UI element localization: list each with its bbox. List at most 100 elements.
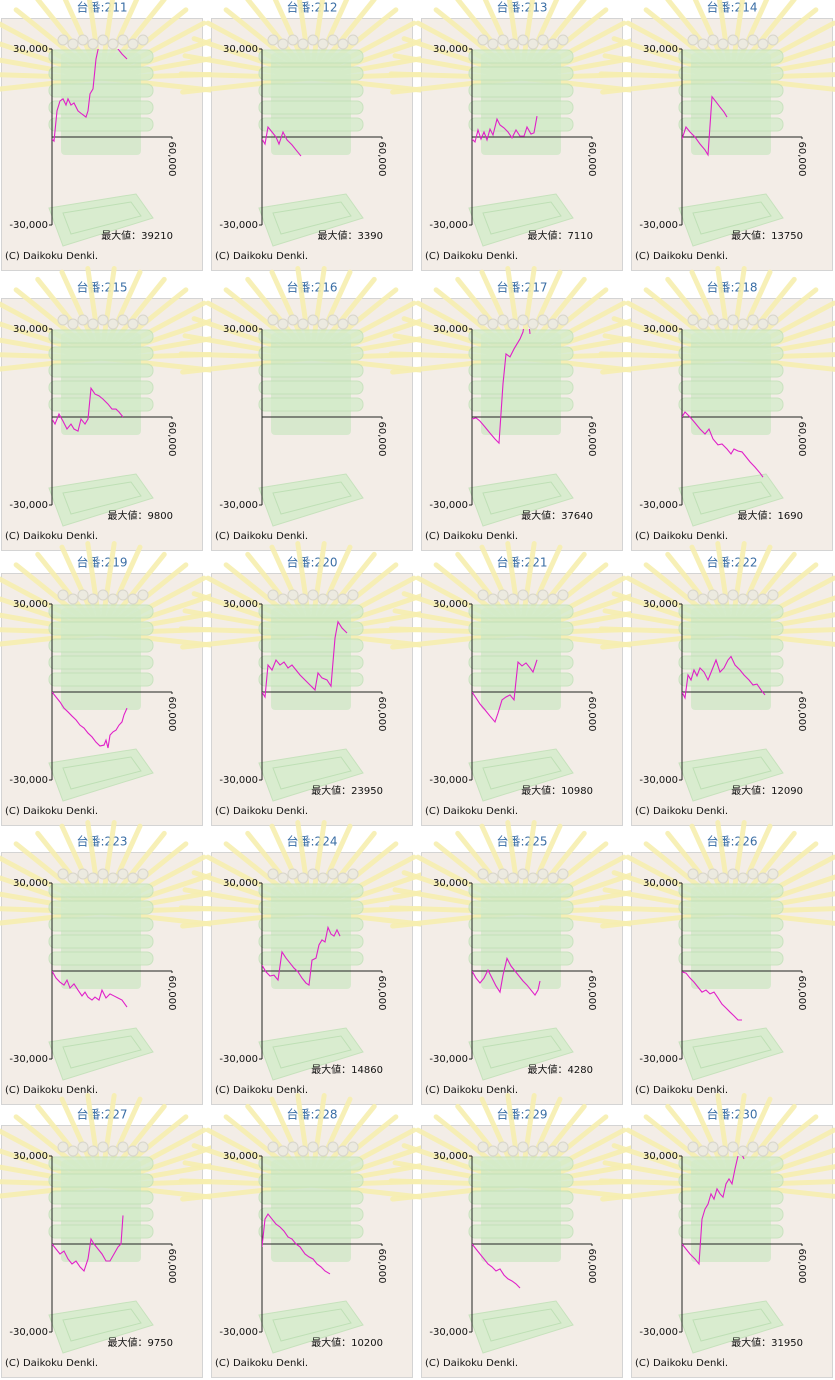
bead: [297, 318, 309, 330]
machine-shelf: [678, 83, 784, 98]
machine-shelf: [48, 655, 154, 670]
machine-shelf: [48, 397, 154, 412]
machine-shelf: [48, 1156, 154, 1171]
machine-shelf: [48, 83, 154, 98]
machine-shelf: [678, 346, 784, 361]
machine-tray-inner: [482, 481, 562, 515]
bead: [87, 1145, 99, 1157]
background-art: [388, 540, 654, 802]
bead: [117, 589, 129, 601]
copyright: (C) Daikoku Denki.: [215, 251, 308, 262]
x-tick-label: 60,000: [376, 142, 387, 177]
background-art: [0, 265, 234, 527]
bead: [57, 868, 69, 880]
bead: [497, 314, 509, 326]
machine-shelf: [48, 1190, 154, 1205]
bead: [67, 593, 79, 605]
machine-tray-inner: [482, 1035, 562, 1069]
machine-shelf: [258, 1156, 364, 1171]
bead: [537, 589, 549, 601]
machine-shelf: [678, 49, 784, 64]
bead: [117, 314, 129, 326]
bead: [747, 868, 759, 880]
chart-cell: 台番:222 30,000 -30,000 60,000 最大値：12090(C) Da…: [598, 540, 835, 826]
max-value-label: 最大値：13750: [731, 229, 803, 242]
y-tick-label: 30,000: [13, 878, 48, 889]
bead: [727, 314, 739, 326]
bead: [477, 868, 489, 880]
bead: [547, 1145, 559, 1157]
machine-shelf: [258, 1173, 364, 1188]
machine-shelf: [468, 655, 574, 670]
bead: [687, 34, 699, 46]
bead: [87, 593, 99, 605]
machine-shelf: [468, 951, 574, 966]
bead: [697, 1145, 709, 1157]
x-tick-label: 60,000: [586, 1249, 597, 1284]
machine-shelf: [468, 117, 574, 132]
copyright: (C) Daikoku Denki.: [425, 806, 518, 817]
bead: [57, 34, 69, 46]
machine-shelf: [48, 329, 154, 344]
machine-shelf: [258, 363, 364, 378]
bead: [137, 34, 149, 46]
bead: [687, 1141, 699, 1153]
bead: [747, 34, 759, 46]
machine-shelf: [468, 1207, 574, 1222]
bead: [67, 318, 79, 330]
bead: [547, 318, 559, 330]
machine-shelf: [258, 621, 364, 636]
machine-tray-inner: [482, 756, 562, 790]
bead: [317, 1145, 329, 1157]
data-line: [52, 1215, 124, 1273]
bead: [287, 34, 299, 46]
bead: [687, 314, 699, 326]
bead: [347, 868, 359, 880]
y-tick-label: -30,000: [219, 1054, 258, 1065]
bead: [547, 593, 559, 605]
chart-title: 台番:213: [497, 0, 548, 15]
bead: [297, 872, 309, 884]
y-tick-label: 30,000: [223, 599, 258, 610]
bead: [347, 1141, 359, 1153]
machine-shelf: [468, 883, 574, 898]
chart-title: 台番:212: [287, 0, 338, 15]
bead: [67, 872, 79, 884]
data-line: [472, 659, 538, 724]
machine-shelf: [468, 1173, 574, 1188]
data-line: [262, 620, 348, 699]
bead: [487, 593, 499, 605]
bead: [717, 1145, 729, 1157]
x-tick-label: 60,000: [796, 1249, 807, 1284]
machine-shelf: [258, 380, 364, 395]
background-art: [178, 540, 444, 802]
y-tick-label: 30,000: [643, 1151, 678, 1162]
y-tick-label: 30,000: [223, 324, 258, 335]
chart-cell: 台番:218 30,000 -30,000 60,000 最大値：1690 (C) Dai…: [598, 265, 835, 551]
max-value-label: 最大値：10980: [521, 784, 593, 797]
y-tick-label: -30,000: [9, 500, 48, 511]
bead: [127, 38, 139, 50]
bead: [107, 38, 119, 50]
bead: [77, 34, 89, 46]
data-line: [682, 95, 728, 157]
bead: [527, 38, 539, 50]
machine-tray-inner: [482, 1308, 562, 1342]
y-tick-label: -30,000: [429, 1327, 468, 1338]
machine-shelf: [678, 1207, 784, 1222]
machine-shelf: [48, 117, 154, 132]
bead: [67, 1145, 79, 1157]
bead: [307, 1141, 319, 1153]
chart-title: 台番:227: [77, 1107, 128, 1122]
bead: [327, 34, 339, 46]
background-art: [178, 265, 444, 527]
chart-title: 台番:214: [707, 0, 758, 15]
machine-shelf: [258, 655, 364, 670]
y-tick-label: 30,000: [13, 44, 48, 55]
bead: [757, 38, 769, 50]
bead: [107, 872, 119, 884]
chart-cell: 台番:217 30,000 -30,000 60,000 最大値：37640(C) Da…: [388, 265, 654, 551]
y-tick-label: 30,000: [223, 878, 258, 889]
chart-cell: 台番:225 30,000 -30,000 60,000 最大値：4280 (C) Dai…: [388, 819, 654, 1105]
